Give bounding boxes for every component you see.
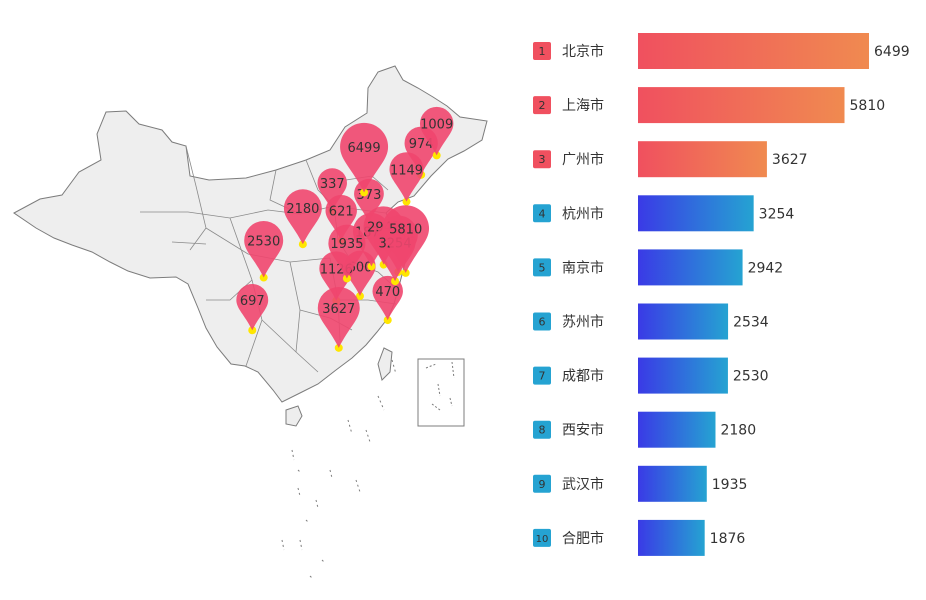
- bar-value-label: 3627: [772, 152, 808, 168]
- china-map: 3373734706006216979741009112611491876193…: [0, 0, 510, 596]
- city-label: 武汉市: [562, 476, 604, 493]
- city-label: 北京市: [562, 43, 604, 60]
- marker-value-label: 5810: [389, 223, 422, 238]
- bar[interactable]: [638, 520, 705, 556]
- bar-value-label: 2942: [748, 260, 784, 276]
- city-label: 杭州市: [562, 205, 604, 222]
- city-label: 西安市: [562, 422, 604, 439]
- bar[interactable]: [638, 141, 767, 177]
- bar[interactable]: [638, 195, 754, 231]
- bar-chart-svg: 1 北京市 6499 2 上海市 5810 3 广州市 3627 4 杭州市 3254 5 南京市 2942…: [510, 0, 926, 596]
- city-label: 南京市: [562, 259, 604, 276]
- city-label: 广州市: [562, 151, 604, 168]
- bar[interactable]: [638, 33, 869, 69]
- bar-value-label: 1876: [710, 531, 746, 547]
- marker-value-label: 1149: [390, 163, 423, 178]
- bar-value-label: 6499: [874, 44, 910, 60]
- city-label: 合肥市: [562, 530, 604, 547]
- inset-islands: [426, 362, 454, 410]
- south-china-sea-inset-frame: [418, 359, 464, 426]
- taiwan-island-shape: [378, 348, 392, 380]
- bar-value-label: 2180: [720, 423, 756, 439]
- bar-value-label: 3254: [759, 206, 795, 222]
- marker-value-label: 1009: [420, 118, 453, 133]
- marker-value-label: 470: [375, 285, 400, 300]
- marker-value-label: 3627: [322, 302, 355, 317]
- rank-label: 3: [539, 153, 546, 166]
- bar-value-label: 5810: [850, 98, 886, 114]
- bar-value-label: 2534: [733, 315, 769, 331]
- bar[interactable]: [638, 87, 845, 123]
- rank-label: 9: [539, 478, 546, 491]
- rank-label: 5: [539, 261, 546, 274]
- city-ranking-bar-chart: 1 北京市 6499 2 上海市 5810 3 广州市 3627 4 杭州市 3254 5 南京市 2942…: [510, 0, 926, 596]
- bar[interactable]: [638, 466, 707, 502]
- bar[interactable]: [638, 249, 743, 285]
- bar-value-label: 1935: [712, 477, 748, 493]
- marker-value-label: 621: [329, 205, 354, 220]
- marker-value-label: 697: [240, 294, 265, 309]
- marker-value-label: 1935: [330, 237, 363, 252]
- bar[interactable]: [638, 304, 728, 340]
- rank-label: 1: [539, 45, 546, 58]
- rank-label: 2: [539, 99, 546, 112]
- bar[interactable]: [638, 412, 715, 448]
- rank-label: 10: [536, 534, 549, 545]
- marker-value-label: 373: [357, 188, 382, 203]
- city-label: 苏州市: [562, 314, 604, 331]
- marker-value-label: 2530: [247, 234, 280, 249]
- city-label: 成都市: [562, 368, 604, 385]
- rank-label: 6: [539, 316, 546, 329]
- marker-value-label: 337: [320, 177, 345, 192]
- bar-value-label: 2530: [733, 369, 769, 385]
- marker-value-label: 2180: [286, 202, 319, 217]
- china-map-panel: 3373734706006216979741009112611491876193…: [0, 0, 510, 596]
- city-label: 上海市: [562, 97, 604, 114]
- hainan-island-shape: [286, 406, 302, 426]
- rank-label: 4: [539, 207, 546, 220]
- bar[interactable]: [638, 358, 728, 394]
- rank-label: 7: [539, 370, 546, 383]
- bar-rows: 1 北京市 6499 2 上海市 5810 3 广州市 3627 4 杭州市 3254 5 南京市 2942…: [533, 33, 910, 556]
- marker-value-label: 6499: [348, 141, 381, 156]
- rank-label: 8: [539, 424, 546, 437]
